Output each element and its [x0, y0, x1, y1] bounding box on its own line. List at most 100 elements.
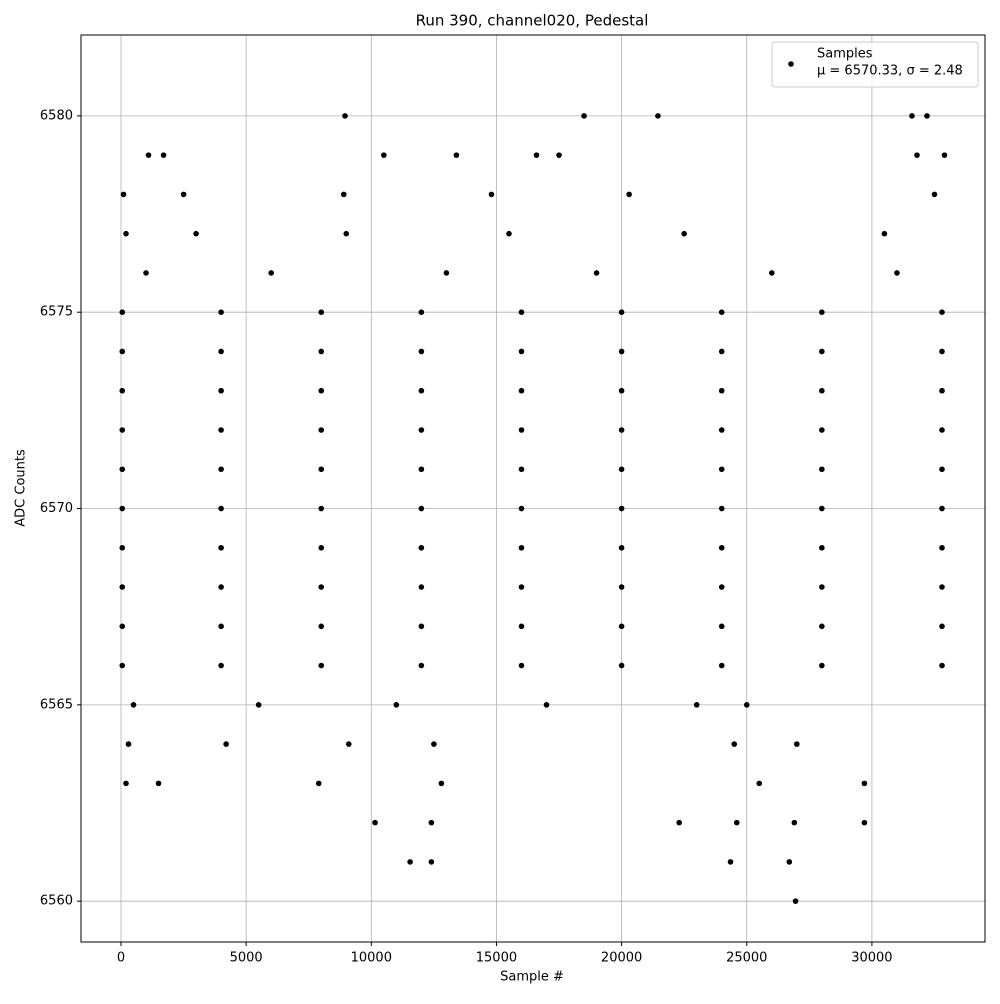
point	[756, 780, 763, 787]
point	[914, 152, 920, 158]
point	[119, 544, 126, 551]
point	[626, 191, 632, 198]
point	[939, 623, 945, 630]
point	[518, 348, 525, 355]
point	[819, 584, 825, 590]
point	[518, 623, 525, 630]
point	[909, 113, 915, 119]
plot-frame	[80, 34, 986, 943]
point	[618, 584, 625, 590]
point	[794, 741, 800, 747]
point	[180, 191, 187, 198]
point	[119, 584, 126, 590]
x-axis-label: Sample #	[500, 970, 564, 985]
point	[861, 780, 868, 787]
point	[593, 270, 600, 276]
x-tick-label: 15000	[476, 951, 517, 966]
point	[418, 348, 425, 355]
point	[939, 584, 945, 590]
point	[119, 427, 126, 433]
point	[676, 819, 682, 826]
point	[438, 780, 445, 787]
point	[939, 348, 945, 355]
point	[941, 152, 948, 158]
point	[819, 505, 825, 512]
y-tick-label: 6580	[40, 108, 73, 123]
point	[119, 505, 126, 512]
x-tick-label: 10000	[351, 951, 392, 966]
point	[518, 505, 525, 512]
point	[318, 348, 325, 355]
point	[718, 466, 725, 473]
point	[418, 584, 425, 590]
point	[318, 427, 325, 433]
point	[318, 584, 325, 590]
point	[119, 387, 126, 394]
point	[160, 152, 167, 158]
point	[792, 898, 799, 904]
point	[318, 544, 325, 551]
point	[618, 466, 625, 473]
point	[120, 191, 127, 198]
point	[718, 309, 725, 316]
point	[130, 702, 137, 708]
point	[939, 309, 945, 316]
point	[533, 152, 540, 158]
legend-label: Samples	[817, 47, 873, 62]
point	[618, 623, 625, 630]
point	[218, 505, 224, 512]
point	[518, 584, 525, 590]
y-tick-label: 6570	[40, 501, 73, 516]
point	[428, 819, 435, 826]
point	[318, 623, 325, 630]
point	[488, 191, 495, 198]
point	[618, 309, 625, 316]
point	[418, 505, 425, 512]
chart-title: Run 390, channel020, Pedestal	[416, 12, 649, 30]
point	[193, 230, 199, 237]
x-tick-label: 5000	[230, 951, 263, 966]
point	[255, 702, 262, 708]
point	[342, 113, 348, 119]
point	[518, 387, 525, 394]
point	[693, 702, 700, 708]
x-tick-label: 30000	[851, 951, 892, 966]
point	[318, 466, 325, 473]
point	[618, 387, 625, 394]
point	[218, 544, 224, 551]
point	[518, 544, 525, 551]
point	[819, 348, 825, 355]
point	[791, 819, 798, 826]
point	[718, 623, 725, 630]
point	[939, 427, 945, 433]
point	[418, 309, 425, 316]
point	[123, 780, 129, 787]
point	[581, 113, 587, 119]
y-tick-label: 6560	[40, 894, 73, 909]
point	[218, 348, 224, 355]
point	[372, 819, 378, 826]
point	[924, 113, 930, 119]
point	[727, 859, 734, 865]
point	[819, 544, 825, 551]
legend-marker	[788, 61, 794, 67]
legend: Samples μ = 6570.33, σ = 2.48	[771, 41, 979, 88]
x-tick-label: 0	[117, 951, 125, 966]
point	[718, 584, 725, 590]
y-tick-label: 6565	[40, 697, 73, 712]
point	[543, 702, 550, 708]
point	[819, 427, 825, 433]
point	[518, 662, 525, 669]
point	[718, 544, 725, 551]
point	[861, 819, 868, 826]
point	[119, 348, 126, 355]
point	[819, 623, 825, 630]
point	[218, 387, 224, 394]
point	[718, 387, 725, 394]
point	[119, 309, 126, 316]
point	[556, 152, 562, 158]
point	[223, 741, 229, 747]
point	[786, 859, 793, 865]
